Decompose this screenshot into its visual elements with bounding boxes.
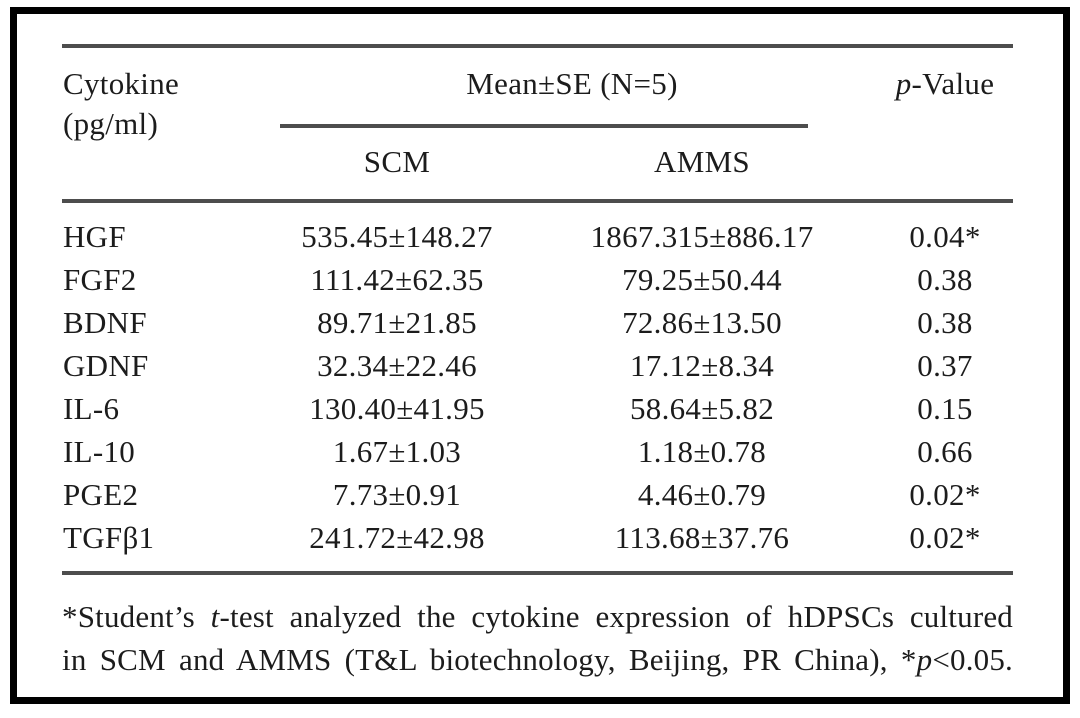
cytokine-name: PGE2 xyxy=(63,477,139,512)
scm-value: 7.73±0.91 xyxy=(332,477,462,512)
cytokine-column-header: Cytokine (pg/ml) xyxy=(62,46,267,203)
p-value-column-header: p-Value xyxy=(877,46,1013,203)
table-row: HGF 535.45±148.27 1867.315±886.17 0.04* xyxy=(62,201,1013,258)
p-value: 0.15 xyxy=(917,391,973,426)
table-row: FGF2 111.42±62.35 79.25±50.44 0.38 xyxy=(62,258,1013,301)
scm-column-header: SCM xyxy=(267,129,527,203)
cytokine-name: BDNF xyxy=(63,305,147,340)
mean-se-underline xyxy=(280,124,808,128)
footnote-line: *Student’s t-test analyzed the cytokine … xyxy=(62,599,1014,634)
table-row: BDNF 89.71±21.85 72.86±13.50 0.38 xyxy=(62,301,1013,344)
p-value: 0.66 xyxy=(917,434,973,469)
amms-value: 58.64±5.82 xyxy=(629,391,774,426)
cytokine-name: IL-6 xyxy=(63,391,120,426)
p-value: 0.02* xyxy=(909,477,981,512)
p-value: 0.38 xyxy=(917,305,973,340)
scm-value: 130.40±41.95 xyxy=(309,391,485,426)
cytokine-results-table: Cytokine (pg/ml) Mean±SE (N=5) p-Value S… xyxy=(62,44,1013,575)
scm-value: 32.34±22.46 xyxy=(317,348,477,383)
table-row: IL-6 130.40±41.95 58.64±5.82 0.15 xyxy=(62,387,1013,430)
scm-value: 111.42±62.35 xyxy=(310,262,484,297)
cytokine-header-label: Cytokine xyxy=(63,66,180,101)
scm-value: 241.72±42.98 xyxy=(267,516,527,575)
amms-value: 113.68±37.76 xyxy=(527,516,877,575)
table-row: PGE2 7.73±0.91 4.46±0.79 0.02* xyxy=(62,473,1013,516)
p-value: 0.38 xyxy=(917,262,973,297)
cytokine-unit-label: (pg/ml) xyxy=(63,106,159,141)
table-row: TGFβ1 241.72±42.98 113.68±37.76 0.02* xyxy=(62,516,1013,575)
table-row: GDNF 32.34±22.46 17.12±8.34 0.37 xyxy=(62,344,1013,387)
amms-value: 1.18±0.78 xyxy=(637,434,767,469)
amms-value: 17.12±8.34 xyxy=(629,348,774,383)
table-content: Cytokine (pg/ml) Mean±SE (N=5) p-Value S… xyxy=(17,14,1063,681)
cytokine-name: HGF xyxy=(63,219,126,254)
amms-value: 72.86±13.50 xyxy=(622,305,782,340)
table-frame: Cytokine (pg/ml) Mean±SE (N=5) p-Value S… xyxy=(10,7,1070,704)
scm-value: 1.67±1.03 xyxy=(332,434,462,469)
footnote-line: in SCM and AMMS (T&L biotechnology, Beij… xyxy=(62,642,1013,677)
p-value: 0.04* xyxy=(909,219,981,254)
mean-se-group-header: Mean±SE (N=5) xyxy=(267,46,877,129)
cytokine-name: IL-10 xyxy=(63,434,136,469)
scm-value: 535.45±148.27 xyxy=(301,219,493,254)
cytokine-name: GDNF xyxy=(63,348,149,383)
cytokine-name: TGFβ1 xyxy=(62,516,267,575)
amms-value: 1867.315±886.17 xyxy=(590,219,814,254)
table-row: IL-10 1.67±1.03 1.18±0.78 0.66 xyxy=(62,430,1013,473)
amms-value: 79.25±50.44 xyxy=(622,262,782,297)
scm-value: 89.71±21.85 xyxy=(317,305,477,340)
mean-se-group-label: Mean±SE (N=5) xyxy=(466,66,678,101)
amms-value: 4.46±0.79 xyxy=(637,477,767,512)
amms-column-header: AMMS xyxy=(527,129,877,203)
p-value: 0.37 xyxy=(917,348,973,383)
table-footnote: *Student’s t-test analyzed the cytokine … xyxy=(62,595,1013,681)
cytokine-name: FGF2 xyxy=(63,262,137,297)
p-value: 0.02* xyxy=(877,516,1013,575)
